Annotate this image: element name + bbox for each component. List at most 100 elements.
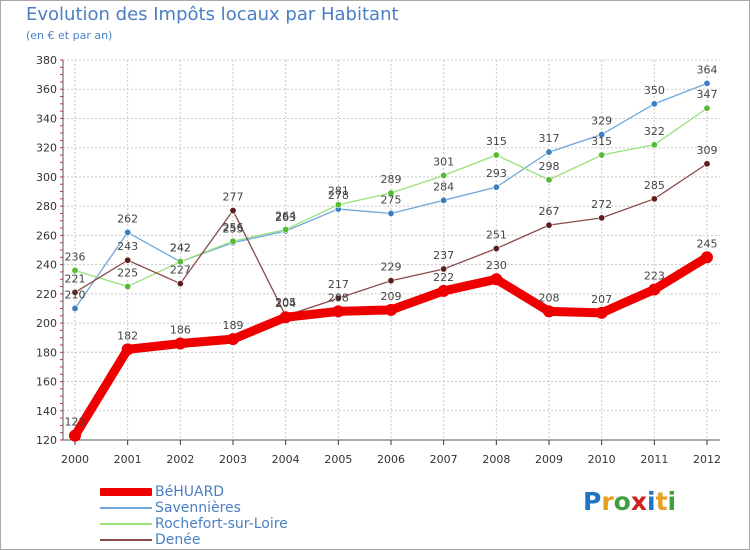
series-lines: [69, 79, 713, 442]
series-point-2: [387, 189, 395, 197]
data-label-0: 189: [223, 319, 244, 332]
y-tick-label: 320: [36, 142, 57, 155]
series-point-3: [387, 277, 395, 285]
data-labels: 210 262 242 255 263 278 275 284 293 317 329 350 364 2…: [65, 63, 718, 428]
data-label-3: 267: [539, 205, 560, 218]
x-tick-label: 2012: [693, 453, 721, 466]
series-point-2: [282, 226, 290, 234]
series-point-2: [71, 266, 79, 274]
series-point-1: [124, 228, 132, 236]
series-point-0: [701, 251, 713, 264]
y-tick-label: 240: [36, 259, 57, 272]
y-tick-label: 220: [36, 288, 57, 301]
data-label-1: 350: [644, 84, 665, 97]
data-label-1: 317: [539, 132, 560, 145]
x-tick-label: 2001: [114, 453, 142, 466]
data-label-3: 229: [381, 261, 402, 274]
data-label-0: 123: [65, 416, 86, 429]
y-tick-label: 200: [36, 317, 57, 330]
series-point-0: [69, 429, 81, 442]
series-point-2: [598, 151, 606, 159]
series-point-1: [598, 131, 606, 139]
legend-item-behuard: BéHUARD: [100, 484, 420, 500]
data-label-1: 210: [65, 288, 86, 301]
data-label-3: 277: [223, 191, 244, 204]
series-point-3: [703, 160, 711, 168]
data-label-0: 230: [486, 259, 507, 272]
data-label-0: 223: [644, 269, 665, 282]
data-label-1: 293: [486, 167, 507, 180]
y-tick-label: 160: [36, 376, 57, 389]
series-point-0: [595, 306, 608, 319]
data-label-0: 182: [117, 329, 138, 342]
data-label-2: 298: [539, 160, 560, 173]
series-point-2: [334, 201, 342, 209]
data-label-0: 207: [591, 293, 612, 306]
data-label-0: 208: [539, 291, 560, 304]
series-point-3: [334, 294, 342, 302]
data-label-2: 256: [223, 221, 244, 234]
data-label-2: 281: [328, 185, 349, 198]
series-point-0: [174, 337, 187, 350]
series-point-0: [490, 273, 503, 286]
chart-subtitle: (en € et par an): [26, 29, 113, 42]
series-point-3: [440, 265, 448, 273]
series-point-3: [229, 207, 237, 215]
legend-swatch-behuard: [100, 488, 152, 496]
series-point-2: [650, 141, 658, 149]
x-tick-label: 2004: [272, 453, 300, 466]
data-label-3: 205: [275, 296, 296, 309]
legend-item-denee: Denée: [100, 532, 420, 548]
data-label-3: 227: [170, 264, 191, 277]
data-label-1: 242: [170, 242, 191, 255]
data-label-3: 285: [644, 179, 665, 192]
series-point-0: [227, 333, 239, 346]
x-tick-label: 2008: [482, 453, 510, 466]
series-point-0: [121, 343, 134, 356]
data-label-3: 237: [433, 249, 454, 262]
data-label-1: 329: [591, 115, 612, 128]
legend-swatch-denee: [100, 539, 152, 541]
data-label-2: 315: [486, 135, 507, 148]
series-point-1: [71, 304, 79, 312]
series-point-1: [703, 79, 711, 87]
y-tick-label: 360: [36, 83, 57, 96]
series-point-0: [332, 305, 345, 318]
data-label-2: 315: [591, 135, 612, 148]
data-label-2: 236: [65, 250, 86, 263]
x-tick-label: 2010: [588, 453, 616, 466]
y-tick-label: 280: [36, 200, 57, 213]
series-point-0: [648, 283, 661, 296]
series-point-2: [440, 171, 448, 179]
logo-letter: i: [647, 487, 656, 516]
legend-swatch-savennieres: [100, 507, 152, 509]
series-point-2: [176, 258, 184, 266]
data-label-2: 242: [170, 242, 191, 255]
series-point-3: [545, 221, 553, 229]
y-tick-label: 140: [36, 405, 57, 418]
axes: 120 140 160 180 200 220 240 260 280 300 320 340 360 3…: [36, 54, 721, 466]
legend-label-behuard: BéHUARD: [155, 484, 225, 500]
data-label-3: 272: [591, 198, 612, 211]
legend: BéHUARD Savennières Rochefort-sur-Loire …: [100, 484, 420, 548]
data-label-2: 347: [697, 88, 718, 101]
data-label-0: 222: [433, 271, 454, 284]
data-label-1: 263: [275, 211, 296, 224]
data-label-2: 264: [275, 210, 296, 223]
data-label-3: 243: [117, 240, 138, 253]
series-point-3: [598, 214, 606, 222]
data-label-0: 204: [275, 297, 296, 310]
series-point-2: [229, 237, 237, 245]
series-point-2: [492, 151, 500, 159]
data-label-3: 221: [65, 272, 86, 285]
x-tick-label: 2006: [377, 453, 405, 466]
series-point-2: [545, 176, 553, 184]
series-point-3: [650, 195, 658, 203]
data-label-1: 364: [697, 63, 718, 76]
x-tick-label: 2007: [430, 453, 458, 466]
series-point-0: [437, 284, 450, 297]
data-label-1: 262: [117, 212, 138, 225]
y-tick-label: 380: [36, 54, 57, 67]
